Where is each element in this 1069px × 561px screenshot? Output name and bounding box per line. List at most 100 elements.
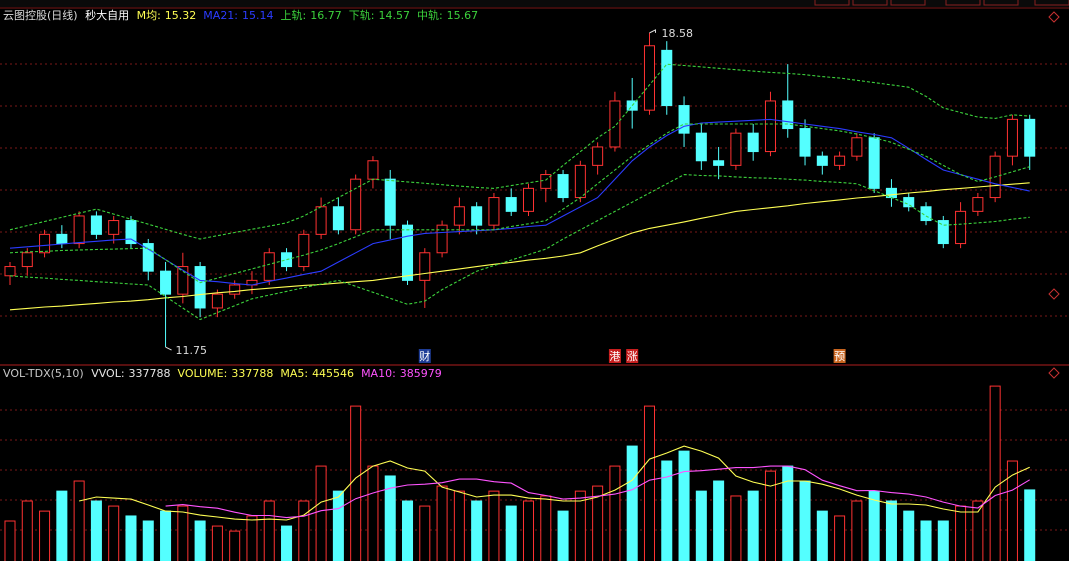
candle-body <box>73 215 85 245</box>
volume-bar <box>229 530 241 561</box>
min-label: 11.75 <box>176 344 208 357</box>
volume-bar <box>972 500 984 561</box>
line-series <box>9 118 1030 286</box>
max-label: 18.58 <box>661 27 693 40</box>
candle-body <box>90 215 102 235</box>
line-series <box>9 63 1030 240</box>
volume-bar <box>194 520 206 561</box>
volume-bar <box>782 465 794 561</box>
candle-body <box>263 252 275 281</box>
line-series <box>9 182 1030 311</box>
candle-body <box>609 100 621 148</box>
legend-name: MA10: <box>361 367 396 380</box>
volume-bar <box>160 510 172 561</box>
candle-body <box>56 233 68 245</box>
candle-body <box>955 210 967 245</box>
price-legend: 云图控股(日线) 秒大自用 M均: 15.32 MA21: 15.14 上轨: 16.77… <box>3 9 485 23</box>
volume-bar <box>402 500 414 561</box>
volume-bar <box>315 465 327 561</box>
volume-bar <box>661 460 673 561</box>
candle-body <box>332 206 344 231</box>
legend-value: 445546 <box>312 367 355 380</box>
candle-body <box>453 206 465 226</box>
volume-bar <box>505 505 517 561</box>
volume-bar <box>713 480 725 561</box>
candle-body <box>142 243 154 272</box>
volume-bar <box>1006 460 1018 561</box>
candle-body <box>522 187 535 212</box>
volume-bar <box>108 505 120 561</box>
candle-body <box>678 105 690 134</box>
candle-body <box>695 132 707 162</box>
volume-bar <box>39 510 51 561</box>
legend-name: VVOL: <box>91 367 125 380</box>
volume-bar <box>142 520 154 561</box>
legend-name: 下轨: <box>348 9 375 22</box>
volume-bar <box>643 405 655 561</box>
volume-bar <box>730 495 742 561</box>
volume-bar <box>592 485 604 561</box>
candle-body <box>747 132 759 153</box>
volume-bar <box>90 500 102 561</box>
candle-body <box>21 252 33 268</box>
legend-value: 337788 <box>128 367 171 380</box>
candle-body <box>782 100 794 130</box>
candle-body <box>713 160 725 166</box>
candle-body <box>505 197 517 212</box>
volume-bar <box>419 505 431 561</box>
candle-body <box>471 206 483 226</box>
candle-body <box>211 293 223 309</box>
candle-body <box>384 178 396 226</box>
candle-body <box>868 137 880 189</box>
candle-body <box>436 224 448 254</box>
legend-name: VOLUME: <box>177 367 228 380</box>
candle-body <box>730 132 742 166</box>
volume-bar <box>920 520 932 561</box>
candle-body <box>298 233 310 268</box>
volume-bar <box>211 525 223 561</box>
candle-body <box>194 266 206 309</box>
line-series <box>165 465 1030 519</box>
volume-bar <box>263 500 275 561</box>
legend-name: 上轨: <box>280 9 307 22</box>
volume-bar <box>695 490 707 561</box>
volume-bar <box>281 525 293 561</box>
candle-body <box>574 164 586 199</box>
volume-bar <box>453 490 465 561</box>
menu-strip <box>0 0 1069 7</box>
volume-bar <box>626 445 638 561</box>
legend-name: M均: <box>136 9 161 22</box>
legend-name: MA5: <box>280 367 309 380</box>
candle-body <box>39 233 51 254</box>
volume-legend: VOL-TDX(5,10) VVOL: 337788 VOLUME: 337788 MA… <box>3 367 449 381</box>
line-series <box>9 123 1030 284</box>
legend-value: 385979 <box>399 367 442 380</box>
volume-bar <box>350 405 362 561</box>
volume-bar <box>471 500 483 561</box>
volume-bar <box>73 480 85 561</box>
candle-body <box>4 266 16 277</box>
volume-bar <box>885 500 897 561</box>
volume-bar <box>367 465 379 561</box>
legend-value: 15.14 <box>242 9 274 22</box>
chart-title: 云图控股(日线) <box>3 9 78 22</box>
max-pointer <box>649 29 656 34</box>
volume-bar <box>851 500 863 561</box>
candle-body <box>592 146 604 166</box>
candle-body <box>834 155 846 166</box>
min-pointer <box>165 346 172 351</box>
volume-bar <box>384 475 396 561</box>
line-series <box>78 445 1030 521</box>
volume-bar <box>834 515 846 561</box>
event-label: 预 <box>834 350 845 363</box>
candle-body <box>402 224 414 281</box>
volume-bar <box>574 490 586 561</box>
volume-bar <box>488 490 500 561</box>
candle-body <box>367 160 379 180</box>
volume-bar <box>1024 489 1036 561</box>
candle-body <box>903 197 915 208</box>
volume-bar <box>557 510 569 561</box>
candle-body <box>816 155 828 166</box>
marks: 18.58 11.75 财 港涨 预 <box>4 27 1036 561</box>
